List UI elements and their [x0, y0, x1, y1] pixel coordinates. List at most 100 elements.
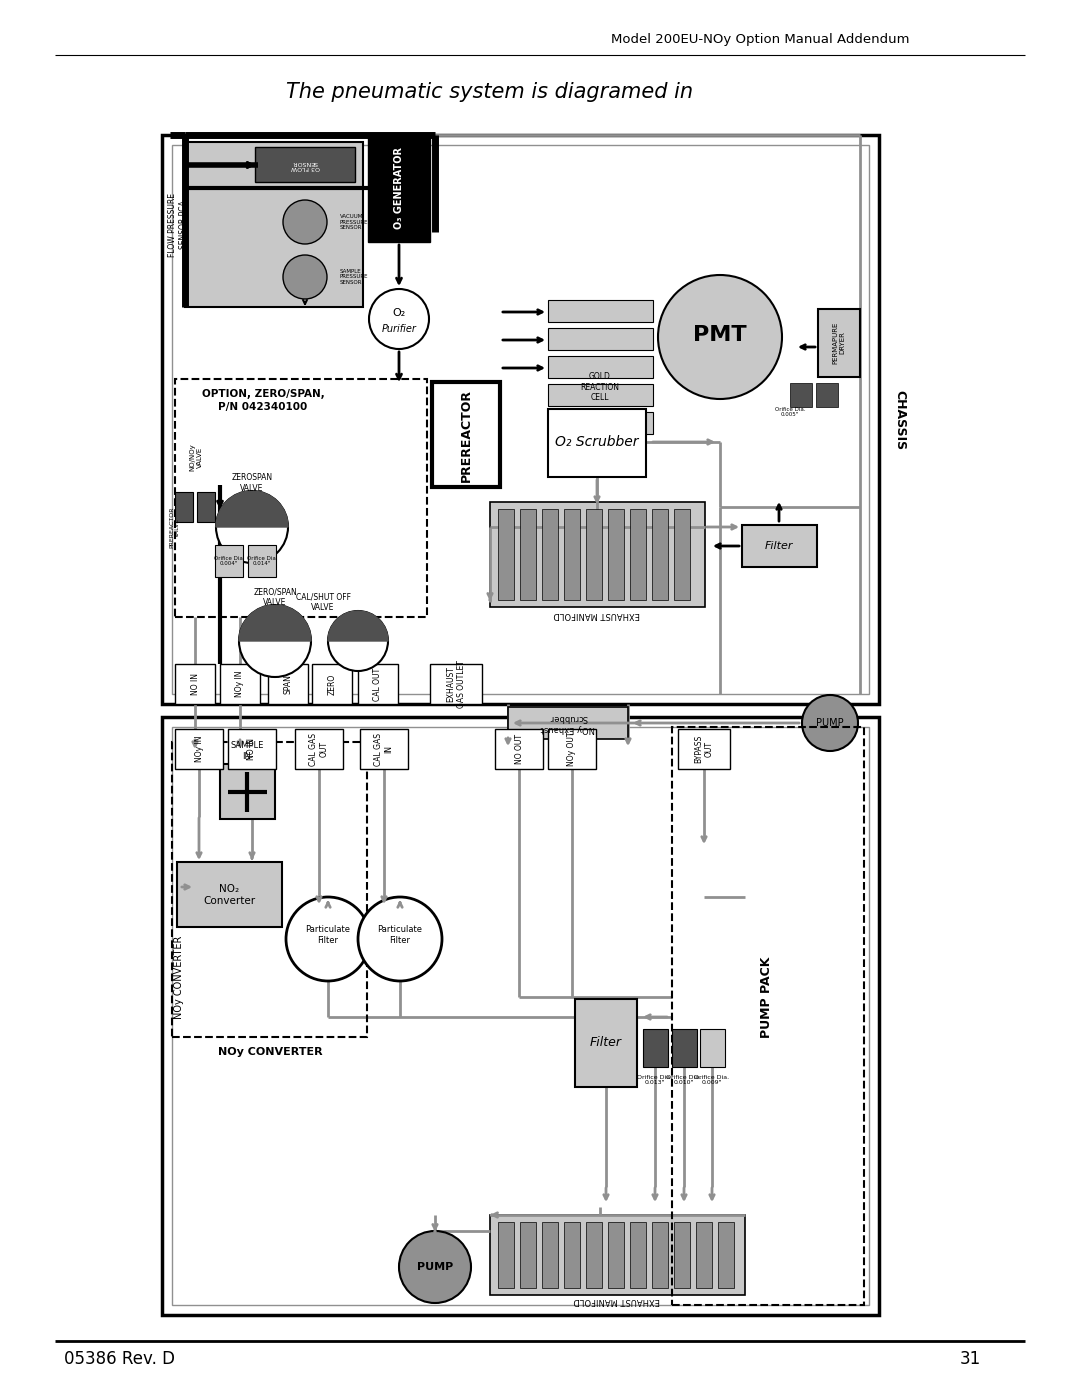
Bar: [674, 509, 690, 599]
Bar: [542, 509, 558, 599]
Text: NOy IN: NOy IN: [194, 736, 203, 763]
Bar: [630, 509, 646, 599]
Bar: [678, 729, 730, 768]
Text: P/N 042340100: P/N 042340100: [218, 402, 308, 412]
Circle shape: [328, 610, 388, 671]
Bar: [789, 383, 812, 407]
Bar: [630, 1222, 646, 1288]
Text: FLOW PRESSURE
SENSOR PCA: FLOW PRESSURE SENSOR PCA: [168, 193, 188, 257]
Text: Orifice Dia.
0.013": Orifice Dia. 0.013": [637, 1074, 673, 1085]
Text: Orifice Dia.
0.014": Orifice Dia. 0.014": [246, 556, 278, 566]
Bar: [548, 409, 646, 476]
Text: Orifice Dia.
0.005": Orifice Dia. 0.005": [774, 407, 806, 418]
Bar: [548, 300, 653, 321]
Text: Orifice Dia.
0.010": Orifice Dia. 0.010": [666, 1074, 702, 1085]
Bar: [548, 356, 653, 379]
Bar: [268, 664, 308, 704]
Text: CAL/SHUT OFF
VALVE: CAL/SHUT OFF VALVE: [296, 592, 351, 612]
Circle shape: [399, 1231, 471, 1303]
Circle shape: [369, 289, 429, 349]
Text: O₂ Scrubber: O₂ Scrubber: [555, 434, 638, 448]
Text: Particulate
Filter: Particulate Filter: [378, 925, 422, 944]
Text: SAMPLE
PRESSURE
SENSOR: SAMPLE PRESSURE SENSOR: [340, 268, 368, 285]
Bar: [575, 999, 637, 1087]
Text: NO₂
Converter: NO₂ Converter: [203, 884, 255, 905]
Text: PREREACTOR
VALVE: PREREACTOR VALVE: [170, 506, 180, 548]
Text: BYPASS
OUT: BYPASS OUT: [694, 735, 714, 763]
Bar: [295, 729, 343, 768]
Bar: [175, 379, 427, 617]
Bar: [548, 412, 653, 434]
Bar: [430, 664, 482, 704]
Text: Purifier: Purifier: [381, 324, 417, 334]
Bar: [519, 509, 536, 599]
Bar: [519, 1222, 536, 1288]
Bar: [700, 1030, 725, 1067]
Bar: [608, 509, 624, 599]
Text: Filter: Filter: [590, 1037, 622, 1049]
Text: 31: 31: [959, 1350, 981, 1368]
Text: 05386 Rev. D: 05386 Rev. D: [65, 1350, 175, 1368]
Bar: [586, 509, 602, 599]
Bar: [172, 726, 869, 1305]
Text: OPTION, ZERO/SPAN,: OPTION, ZERO/SPAN,: [202, 388, 324, 400]
Bar: [220, 664, 260, 704]
Bar: [162, 136, 879, 704]
Circle shape: [283, 256, 327, 299]
Bar: [643, 1030, 669, 1067]
Circle shape: [216, 490, 288, 563]
Text: The pneumatic system is diagramed in: The pneumatic system is diagramed in: [286, 82, 693, 102]
Bar: [312, 664, 352, 704]
Bar: [248, 545, 276, 577]
Bar: [508, 707, 627, 739]
Bar: [718, 1222, 734, 1288]
Polygon shape: [328, 610, 388, 641]
Bar: [495, 729, 543, 768]
Bar: [228, 729, 276, 768]
Bar: [548, 328, 653, 351]
Text: EXHAUST
GAS OUTLET: EXHAUST GAS OUTLET: [446, 659, 465, 708]
Text: ZERO: ZERO: [327, 673, 337, 694]
Text: PUMP: PUMP: [816, 718, 843, 728]
Text: VACUUM
PRESSURE
SENSOR: VACUUM PRESSURE SENSOR: [340, 214, 368, 231]
Text: Orifice Dia.
0.009": Orifice Dia. 0.009": [694, 1074, 730, 1085]
Text: Filter: Filter: [765, 541, 793, 550]
Circle shape: [283, 200, 327, 244]
Text: NO/NOy
VALVE: NO/NOy VALVE: [189, 443, 203, 471]
Bar: [816, 383, 838, 407]
Bar: [175, 492, 193, 522]
Bar: [360, 729, 408, 768]
Text: NOy IN: NOy IN: [235, 671, 244, 697]
Bar: [548, 729, 596, 768]
Text: NO IN: NO IN: [247, 738, 257, 760]
Text: CHASSIS: CHASSIS: [893, 390, 906, 450]
Bar: [674, 1222, 690, 1288]
Text: PERMAPURE
DRYER: PERMAPURE DRYER: [833, 321, 846, 365]
Text: O3 FLOW
SENSOR: O3 FLOW SENSOR: [291, 159, 320, 170]
Bar: [172, 742, 367, 1037]
Bar: [608, 1222, 624, 1288]
Text: GOLD
REACTION
CELL: GOLD REACTION CELL: [581, 372, 620, 402]
Bar: [175, 664, 215, 704]
Text: EXHAUST MANIFOLD: EXHAUST MANIFOLD: [573, 1296, 660, 1306]
Bar: [742, 525, 816, 567]
Text: NOy CONVERTER: NOy CONVERTER: [174, 936, 184, 1018]
Bar: [564, 509, 580, 599]
Text: PUMP: PUMP: [417, 1261, 454, 1273]
Circle shape: [658, 275, 782, 400]
Text: Model 200EU-NOy Option Manual Addendum: Model 200EU-NOy Option Manual Addendum: [611, 32, 909, 46]
Text: NO OUT: NO OUT: [514, 733, 524, 764]
Bar: [215, 545, 243, 577]
Bar: [696, 1222, 712, 1288]
Bar: [172, 145, 869, 694]
Bar: [586, 1222, 602, 1288]
Text: EXHAUST MANIFOLD: EXHAUST MANIFOLD: [554, 610, 640, 619]
Circle shape: [239, 605, 311, 678]
Bar: [357, 664, 399, 704]
Text: PMT: PMT: [693, 326, 746, 345]
Bar: [542, 1222, 558, 1288]
Bar: [548, 384, 653, 407]
Bar: [368, 134, 430, 242]
Text: CAL GAS
OUT: CAL GAS OUT: [309, 732, 328, 766]
Bar: [185, 142, 363, 307]
